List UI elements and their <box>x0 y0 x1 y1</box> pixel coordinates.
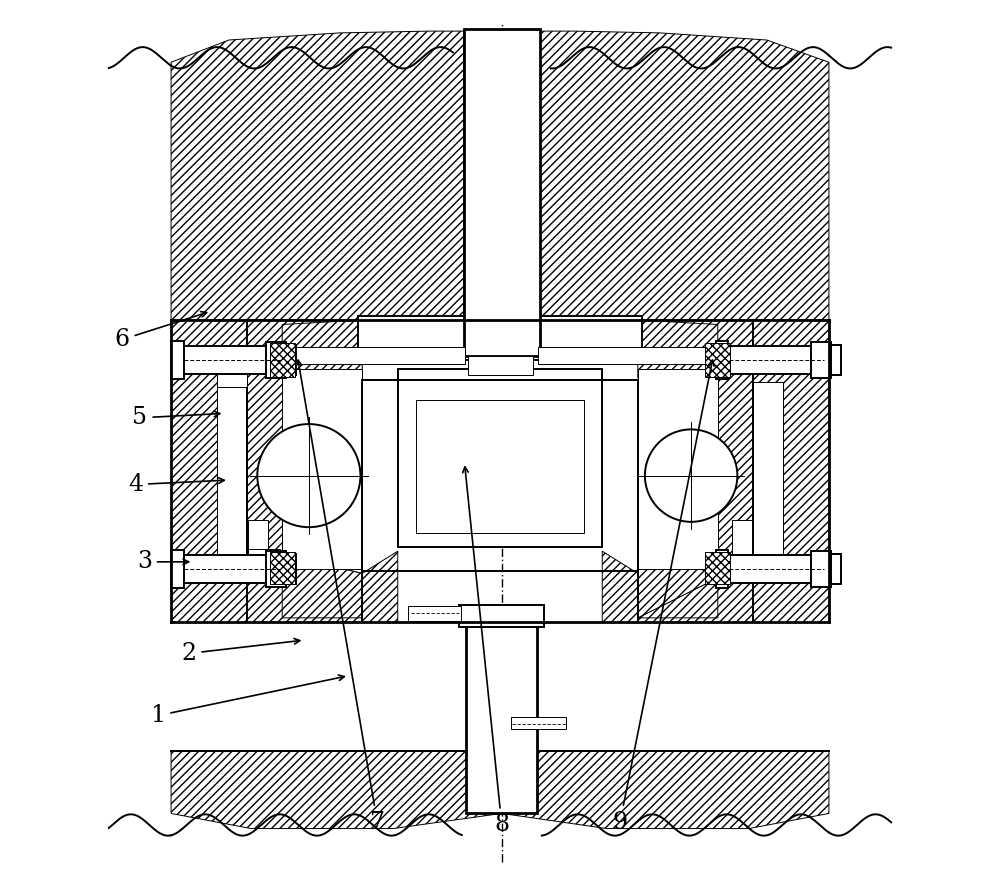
Bar <box>282 347 465 364</box>
Polygon shape <box>502 751 829 829</box>
Bar <box>705 343 730 377</box>
Polygon shape <box>638 578 718 618</box>
Text: 7: 7 <box>296 360 385 834</box>
Bar <box>716 341 728 379</box>
Bar <box>270 552 295 584</box>
Bar <box>638 369 718 569</box>
Bar <box>466 622 537 813</box>
Text: 3: 3 <box>137 550 189 573</box>
Polygon shape <box>502 31 829 320</box>
Polygon shape <box>171 31 502 320</box>
Bar <box>727 555 829 583</box>
Bar <box>286 345 296 375</box>
Polygon shape <box>282 562 362 618</box>
Bar <box>266 551 286 587</box>
Bar <box>282 369 362 569</box>
Polygon shape <box>171 320 247 622</box>
Bar <box>464 31 540 320</box>
Polygon shape <box>638 320 718 389</box>
Bar <box>398 369 602 547</box>
Bar <box>358 316 642 360</box>
Bar <box>182 346 284 374</box>
Text: 5: 5 <box>132 406 220 429</box>
Polygon shape <box>602 551 638 622</box>
Text: 2: 2 <box>181 638 300 665</box>
Polygon shape <box>362 551 398 622</box>
Text: 4: 4 <box>128 473 224 496</box>
Bar <box>182 555 284 583</box>
Bar <box>270 343 295 377</box>
Text: 8: 8 <box>463 467 509 837</box>
Polygon shape <box>247 320 362 622</box>
Bar <box>171 550 184 588</box>
Bar <box>811 551 831 587</box>
Bar <box>266 342 286 378</box>
Polygon shape <box>638 387 687 622</box>
Bar <box>732 520 752 565</box>
Bar <box>217 556 247 578</box>
Bar <box>705 552 730 584</box>
Polygon shape <box>638 562 718 618</box>
Bar <box>217 364 247 387</box>
Bar <box>248 549 280 565</box>
Bar <box>416 400 584 533</box>
Polygon shape <box>171 751 502 829</box>
Bar <box>286 554 296 584</box>
Bar <box>468 356 533 375</box>
Bar <box>831 554 841 584</box>
Bar <box>716 550 728 588</box>
Bar <box>408 606 461 621</box>
Bar <box>459 605 544 627</box>
Circle shape <box>645 429 737 522</box>
Circle shape <box>257 424 360 527</box>
Polygon shape <box>282 320 362 389</box>
Bar <box>464 29 540 356</box>
Polygon shape <box>753 320 829 622</box>
Bar <box>811 342 831 378</box>
Text: 9: 9 <box>612 360 714 834</box>
Bar <box>727 346 829 374</box>
Bar <box>171 341 184 379</box>
Text: 6: 6 <box>115 312 207 351</box>
Bar <box>538 347 718 364</box>
Bar <box>248 520 268 565</box>
Polygon shape <box>638 320 753 622</box>
Text: 1: 1 <box>150 675 344 727</box>
Bar <box>511 717 566 729</box>
Bar <box>831 345 841 375</box>
